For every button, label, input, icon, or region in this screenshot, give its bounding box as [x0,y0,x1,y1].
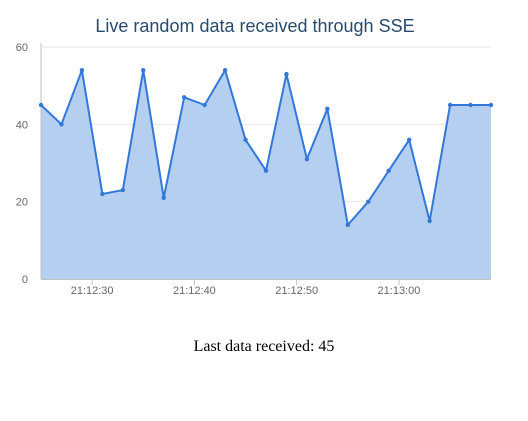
data-point [263,168,269,173]
data-point [386,168,391,173]
x-tick-label: 21:12:40 [173,285,216,297]
area-fill-layer [41,70,491,279]
y-tick-label: 40 [16,119,28,131]
x-tick-label: 21:13:00 [378,285,421,297]
data-point [59,122,64,127]
data-point [468,102,473,108]
data-point [79,68,85,73]
data-point [202,102,207,108]
data-point [488,102,494,108]
data-point [304,156,310,162]
data-point [141,68,146,73]
live-sse-area-chart: Live random data received through SSE 0 2… [16,16,494,297]
data-point [427,218,432,224]
y-tick-label: 20 [16,197,28,209]
data-point [284,71,289,77]
data-point [222,68,228,73]
data-point [345,222,351,228]
data-point [100,191,105,197]
data-point [161,195,166,200]
data-point [38,102,44,108]
chart-title: Live random data received through SSE [95,16,414,36]
data-point [406,137,412,142]
data-point [120,187,126,193]
area-fill [41,70,491,279]
data-point [243,137,248,142]
axes [40,43,491,285]
data-points [38,68,494,228]
x-tick-label: 21:12:30 [71,285,114,297]
data-point [181,95,187,100]
data-point [447,102,453,108]
x-axis-tick-labels: 21:12:30 21:12:40 21:12:50 21:13:00 [71,285,421,297]
data-point [325,106,330,112]
last-data-status: Last data received: 45 [193,338,335,355]
x-tick-label: 21:12:50 [275,285,318,297]
y-tick-label: 60 [16,42,28,54]
y-axis-tick-labels: 0 20 40 60 [16,42,28,286]
y-tick-label: 0 [22,274,28,286]
data-point [366,199,371,204]
